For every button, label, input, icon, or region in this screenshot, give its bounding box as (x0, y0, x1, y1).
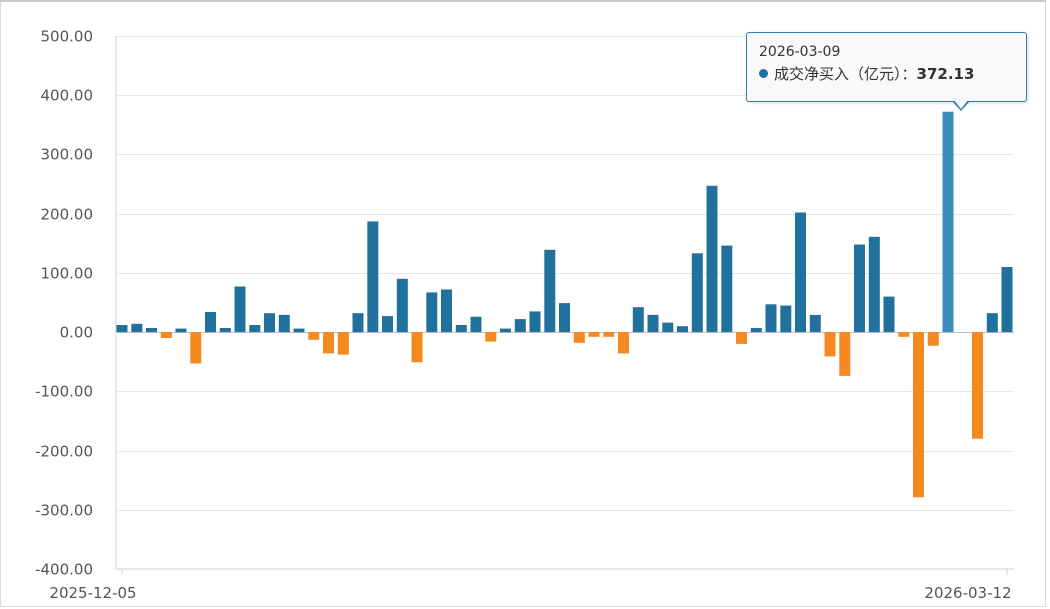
y-tick-label: 0.00 (60, 324, 93, 342)
bar[interactable] (500, 328, 511, 333)
y-tick-label: 100.00 (41, 265, 94, 283)
tooltip-pointer-inner (954, 100, 968, 109)
bar[interactable] (485, 332, 497, 342)
bar[interactable] (913, 332, 924, 498)
tooltip-value: 372.13 (916, 65, 975, 83)
bar[interactable] (396, 278, 408, 333)
bar[interactable] (249, 325, 261, 333)
bar[interactable] (765, 304, 777, 333)
bar[interactable] (175, 328, 187, 333)
y-tick-label: 500.00 (41, 28, 94, 46)
bar[interactable] (677, 326, 688, 333)
bar[interactable] (721, 245, 733, 333)
bar[interactable] (868, 236, 880, 333)
y-tick-label: -300.00 (35, 502, 93, 520)
bar[interactable] (205, 312, 216, 333)
bar[interactable] (603, 332, 615, 337)
y-tick-label: -400.00 (35, 561, 93, 579)
bar[interactable] (234, 286, 246, 333)
bar[interactable] (131, 323, 143, 333)
bar[interactable] (219, 328, 231, 333)
bar[interactable] (160, 332, 172, 338)
bar[interactable] (647, 314, 659, 333)
bar[interactable] (573, 332, 585, 343)
bar[interactable] (942, 111, 954, 333)
bar[interactable] (352, 313, 364, 333)
bar[interactable] (323, 332, 334, 354)
bar[interactable] (972, 332, 983, 439)
bar[interactable] (986, 313, 998, 333)
tooltip-row: 成交净买入（亿元）：372.13 (759, 64, 1014, 84)
bar[interactable] (927, 332, 939, 346)
series-dot-icon (759, 69, 768, 78)
bar[interactable] (529, 311, 541, 333)
bars (116, 111, 1013, 498)
y-tick-label: -200.00 (35, 443, 93, 461)
bar[interactable] (278, 314, 290, 333)
bar[interactable] (116, 325, 128, 333)
bar[interactable] (824, 332, 836, 357)
bar[interactable] (1001, 267, 1013, 333)
x-tick-label-start: 2025-12-05 (49, 584, 136, 602)
bar[interactable] (809, 314, 821, 333)
bar[interactable] (588, 332, 600, 337)
bar[interactable] (146, 328, 157, 333)
bar[interactable] (441, 289, 452, 333)
bar[interactable] (691, 253, 703, 333)
bar[interactable] (470, 316, 482, 333)
x-tick-label-end: 2026-03-12 (924, 584, 1011, 602)
bar[interactable] (367, 221, 379, 333)
y-tick-label: -100.00 (35, 383, 93, 401)
tooltip-date: 2026-03-09 (759, 44, 841, 60)
bar[interactable] (780, 305, 792, 333)
bar[interactable] (662, 322, 674, 333)
y-tick-labels: 500.00 400.00 300.00 200.00 100.00 0.00 -100.0… (35, 28, 93, 579)
tooltip: 2026-03-09 成交净买入（亿元）：372.13 (746, 32, 1027, 102)
bar[interactable] (308, 332, 320, 340)
bar[interactable] (559, 303, 570, 333)
y-tick-label: 400.00 (41, 87, 94, 105)
bar[interactable] (736, 332, 747, 344)
bar[interactable] (455, 325, 467, 333)
y-tick-label: 300.00 (41, 146, 94, 164)
bar[interactable] (514, 319, 526, 333)
bar[interactable] (618, 332, 629, 354)
bar[interactable] (795, 212, 806, 333)
y-tick-label: 200.00 (41, 206, 94, 224)
bar[interactable] (883, 296, 895, 333)
bar[interactable] (293, 328, 305, 333)
bar[interactable] (264, 313, 275, 333)
bar[interactable] (337, 332, 349, 355)
bar[interactable] (411, 332, 423, 363)
bar[interactable] (706, 185, 718, 333)
tooltip-series-label: 成交净买入（亿元）： (774, 65, 917, 83)
bar[interactable] (382, 316, 393, 333)
bar[interactable] (544, 249, 556, 333)
bar[interactable] (190, 332, 202, 364)
bar[interactable] (898, 332, 910, 337)
bar[interactable] (632, 307, 644, 333)
axes (115, 36, 1014, 575)
bar[interactable] (839, 332, 851, 376)
bar[interactable] (750, 328, 762, 333)
bar[interactable] (426, 292, 438, 333)
bar[interactable] (854, 244, 865, 333)
